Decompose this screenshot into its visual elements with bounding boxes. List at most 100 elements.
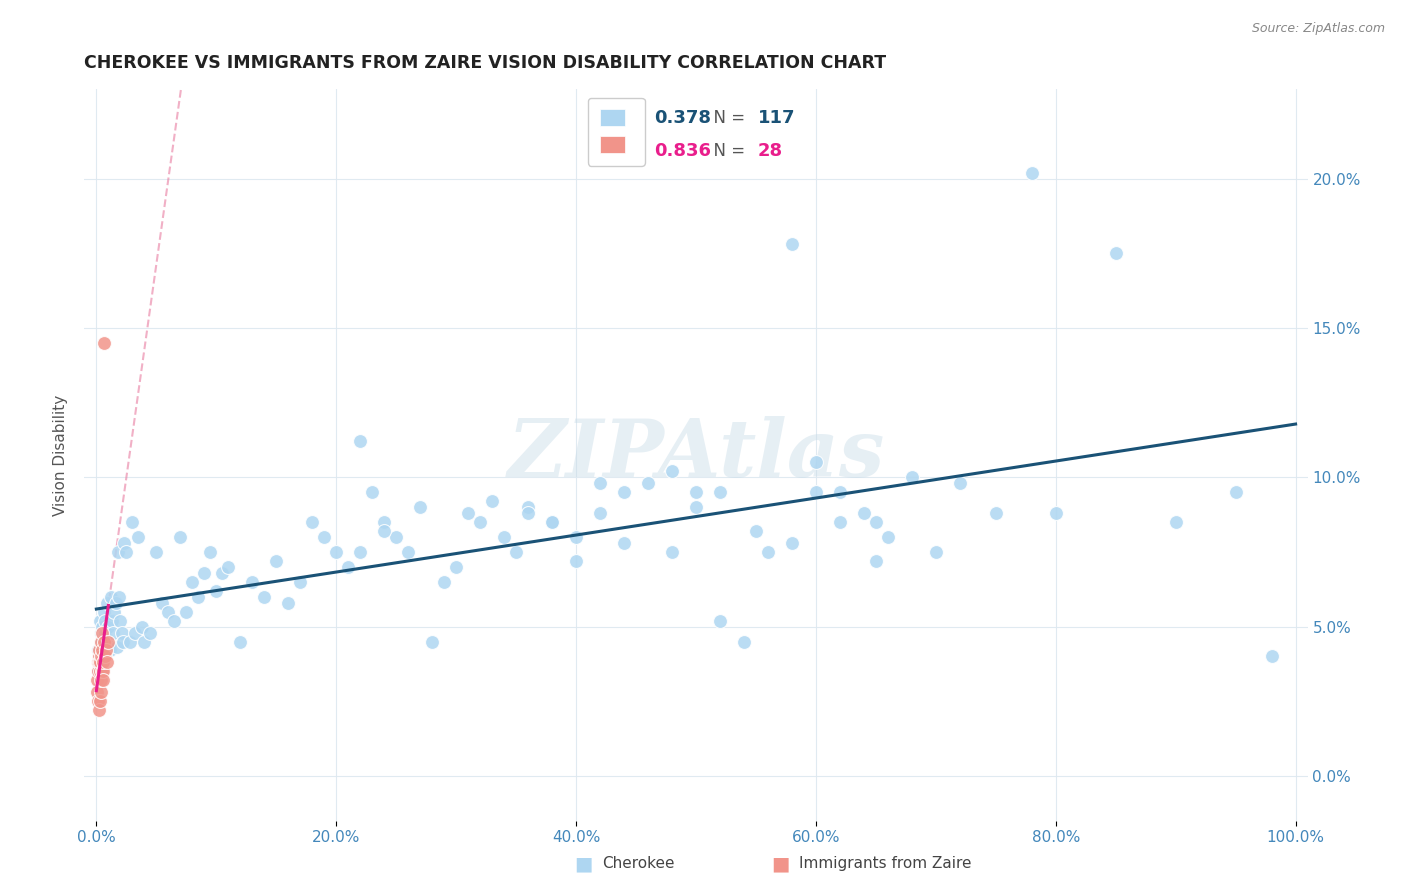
Point: [90, 649, 112, 664]
Point: [163, 614, 186, 628]
Point: [217, 560, 239, 574]
Text: 0.378: 0.378: [654, 109, 711, 127]
Point: [111, 634, 134, 648]
Text: ZIPAtlas: ZIPAtlas: [508, 417, 884, 493]
Point: [94, 614, 117, 628]
Point: [1260, 649, 1282, 664]
Point: [494, 530, 516, 544]
Point: [200, 545, 222, 559]
Point: [174, 605, 197, 619]
Point: [97, 634, 120, 648]
Point: [90, 625, 112, 640]
Point: [86, 685, 108, 699]
Point: [685, 485, 707, 500]
Point: [87, 656, 110, 670]
Point: [481, 494, 503, 508]
Point: [277, 596, 299, 610]
Point: [565, 530, 588, 544]
Point: [361, 485, 384, 500]
Point: [112, 536, 135, 550]
Text: R =: R =: [602, 109, 638, 127]
Point: [709, 614, 731, 628]
Point: [87, 694, 110, 708]
Point: [93, 625, 117, 640]
Point: [105, 640, 128, 655]
Point: [325, 545, 347, 559]
Point: [103, 605, 125, 619]
Point: [93, 335, 115, 350]
Point: [108, 590, 131, 604]
Point: [118, 634, 141, 648]
Point: [96, 656, 118, 670]
Point: [925, 545, 948, 559]
Point: [468, 515, 491, 529]
Point: [420, 634, 443, 648]
Point: [93, 634, 115, 648]
Text: 0.836: 0.836: [654, 142, 711, 160]
Point: [89, 665, 111, 679]
Point: [852, 506, 875, 520]
Point: [87, 656, 110, 670]
Point: [780, 237, 803, 252]
Point: [90, 619, 112, 633]
Point: [517, 506, 540, 520]
Point: [301, 515, 323, 529]
Point: [385, 530, 408, 544]
Point: [457, 506, 479, 520]
Point: [541, 515, 564, 529]
Point: [115, 545, 138, 559]
Point: [86, 665, 108, 679]
Point: [264, 554, 287, 568]
Point: [314, 530, 336, 544]
Point: [169, 530, 191, 544]
Point: [756, 545, 779, 559]
Point: [733, 634, 755, 648]
Point: [87, 649, 110, 664]
Point: [91, 656, 114, 670]
Point: [541, 515, 564, 529]
Point: [86, 643, 108, 657]
Point: [337, 560, 360, 574]
Point: [107, 545, 129, 559]
Point: [745, 524, 768, 538]
Point: [91, 643, 114, 657]
Text: Source: ZipAtlas.com: Source: ZipAtlas.com: [1251, 22, 1385, 36]
Point: [89, 643, 111, 657]
Point: [91, 665, 114, 679]
Point: [94, 643, 117, 657]
Point: [93, 649, 117, 664]
Point: [127, 530, 149, 544]
Point: [828, 515, 851, 529]
Point: [145, 545, 167, 559]
Point: [433, 574, 456, 589]
Text: Cherokee: Cherokee: [602, 856, 675, 871]
Point: [90, 634, 112, 648]
Point: [89, 656, 111, 670]
Point: [661, 464, 683, 478]
Point: [589, 476, 612, 491]
Point: [865, 515, 887, 529]
Point: [240, 574, 263, 589]
Point: [90, 665, 112, 679]
Point: [90, 634, 112, 648]
Point: [193, 566, 215, 580]
Point: [780, 536, 803, 550]
Point: [104, 596, 127, 610]
Point: [1225, 485, 1247, 500]
Point: [87, 649, 110, 664]
Point: [396, 545, 419, 559]
Y-axis label: Vision Disability: Vision Disability: [53, 394, 69, 516]
Point: [1045, 506, 1067, 520]
Point: [613, 485, 636, 500]
Point: [90, 673, 112, 688]
Point: [139, 625, 162, 640]
Point: [91, 628, 114, 642]
Text: 117: 117: [758, 109, 796, 127]
Point: [101, 614, 124, 628]
Point: [100, 590, 122, 604]
Point: [685, 500, 707, 515]
Point: [804, 485, 827, 500]
Point: [709, 485, 731, 500]
Point: [98, 643, 121, 657]
Point: [205, 583, 228, 598]
